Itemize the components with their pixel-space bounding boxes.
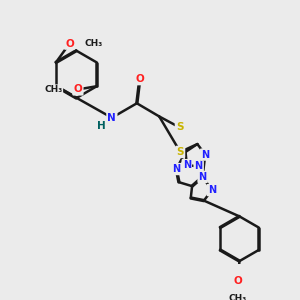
- Text: S: S: [176, 147, 184, 157]
- Text: O: O: [65, 39, 74, 49]
- Text: H: H: [98, 121, 106, 131]
- Text: N: N: [208, 185, 216, 195]
- Text: N: N: [195, 161, 203, 171]
- Text: O: O: [74, 84, 82, 94]
- Text: O: O: [135, 74, 144, 84]
- Text: S: S: [176, 122, 184, 133]
- Text: CH₃: CH₃: [44, 85, 63, 94]
- Text: N: N: [201, 150, 209, 160]
- Text: CH₃: CH₃: [229, 294, 247, 300]
- Text: N: N: [172, 164, 180, 174]
- Text: CH₃: CH₃: [85, 39, 103, 48]
- Text: N: N: [107, 113, 116, 123]
- Text: O: O: [234, 276, 242, 286]
- Text: N: N: [183, 160, 191, 170]
- Text: N: N: [199, 172, 207, 182]
